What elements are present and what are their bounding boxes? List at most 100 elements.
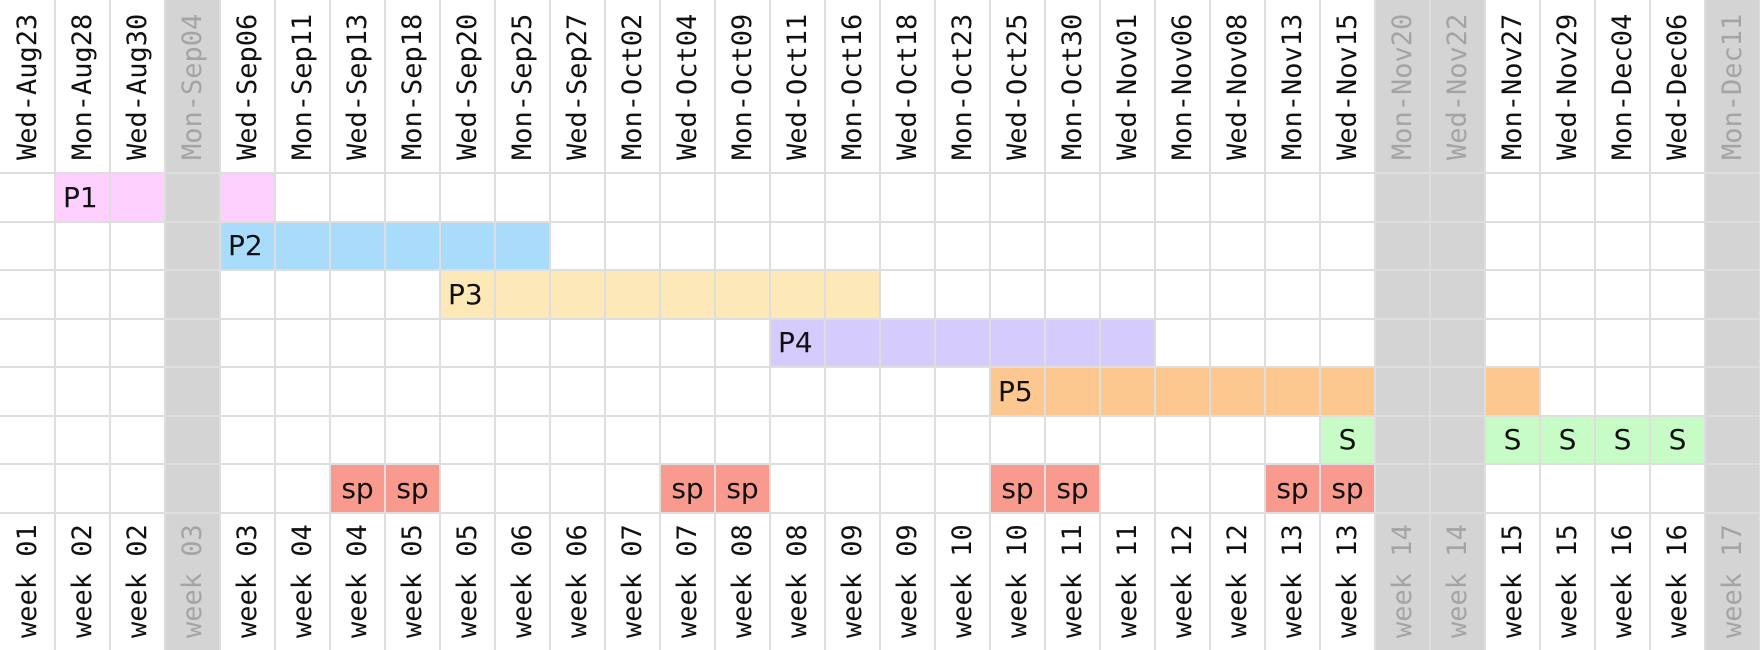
date-label: Wed-Sep20 [452,13,483,160]
week-label: week 06 [507,524,538,638]
task-p1-cell: P1 [55,173,110,222]
week-label: week 03 [232,524,263,638]
sprint-cell: sp [1265,464,1320,513]
date-label: Wed-Nov29 [1552,13,1583,160]
week-label: week 07 [672,524,703,638]
date-label: Mon-Nov06 [1167,13,1198,160]
week-label: week 14 [1387,524,1418,638]
grid-hline [0,366,1760,368]
task-p4-cell [990,318,1045,367]
task-p3-cell [605,270,660,319]
grid-vline [1264,0,1266,650]
week-label: week 16 [1662,524,1693,638]
grid-vline [604,0,606,650]
week-label: week 09 [892,524,923,638]
week-label: week 16 [1607,524,1638,638]
sprint-cell: sp [660,464,715,513]
date-label: Wed-Oct25 [1002,13,1033,160]
sprint-cell: sp [715,464,770,513]
task-p3-cell [495,270,550,319]
grid-vline [1429,0,1431,650]
date-label: Wed-Nov15 [1332,13,1363,160]
week-label: week 12 [1167,524,1198,638]
task-s-cell: S [1485,415,1540,464]
task-p3-cell [550,270,605,319]
task-p4-cell: P4 [770,318,825,367]
task-p5-cell: P5 [990,367,1045,416]
grid-hline [0,511,1760,514]
task-p5-cell [1210,367,1265,416]
task-s-cell: S [1320,415,1375,464]
grid-hline [0,220,1760,223]
grid-vline [659,0,661,650]
date-label: Mon-Dec04 [1607,13,1638,160]
grid-vline [1154,0,1156,650]
date-label: Mon-Sep11 [287,13,318,160]
week-label: week 07 [617,524,648,638]
date-label: Wed-Nov08 [1222,13,1253,160]
grid-vline [549,0,551,650]
grid-hline [0,317,1760,320]
task-p2-cell [440,221,495,270]
task-s-cell: S [1650,415,1705,464]
sprint-cell: sp [385,464,440,513]
grid-vline [1099,0,1101,650]
task-p3-cell [715,270,770,319]
date-label: Mon-Oct02 [617,13,648,160]
week-label: week 15 [1497,524,1528,638]
week-label: week 15 [1552,524,1583,638]
week-label: week 02 [122,524,153,638]
date-label: Wed-Nov22 [1442,13,1473,160]
date-label: Wed-Oct11 [782,13,813,160]
date-label: Wed-Oct18 [892,13,923,160]
grid-hline [0,463,1760,465]
sprint-cell: sp [330,464,385,513]
task-p5-cell [1045,367,1100,416]
grid-vline [274,0,276,650]
date-label: Mon-Sep25 [507,13,538,160]
grid-vline [1209,0,1211,650]
grid-vline [1649,0,1651,650]
grid-vline [494,0,496,650]
grid-vline [219,0,221,650]
task-p2-cell [385,221,440,270]
task-p2-cell [275,221,330,270]
date-label: Wed-Sep27 [562,13,593,160]
date-label: Mon-Nov13 [1277,13,1308,160]
week-label: week 03 [177,524,208,638]
grid-hline [0,172,1760,174]
week-label: week 05 [452,524,483,638]
grid-vline [989,0,991,650]
grid-vline [384,0,386,650]
week-label: week 04 [287,524,318,638]
task-p4-cell [825,318,880,367]
date-label: Mon-Aug28 [67,13,98,160]
date-label: Mon-Oct09 [727,13,758,160]
task-p2-cell [495,221,550,270]
date-column [1375,0,1430,650]
date-label: Mon-Oct16 [837,13,868,160]
task-p2-cell [330,221,385,270]
week-label: week 01 [12,524,43,638]
grid-vline [1374,0,1376,650]
grid-hline [0,269,1760,271]
task-p3-cell: P3 [440,270,495,319]
week-label: week 11 [1057,524,1088,638]
week-label: week 13 [1277,524,1308,638]
grid-vline [329,0,331,650]
grid-vline [824,0,826,650]
grid-vline [164,0,166,650]
grid-vline [1484,0,1486,650]
date-column [1430,0,1485,650]
week-label: week 14 [1442,524,1473,638]
date-label: Mon-Oct23 [947,13,978,160]
grid-vline [1044,0,1046,650]
task-p2-cell: P2 [220,221,275,270]
grid-vline [1319,0,1321,650]
task-p3-cell [660,270,715,319]
task-p4-cell [935,318,990,367]
grid-vline [109,0,111,650]
week-label: week 10 [947,524,978,638]
task-p4-cell [880,318,935,367]
